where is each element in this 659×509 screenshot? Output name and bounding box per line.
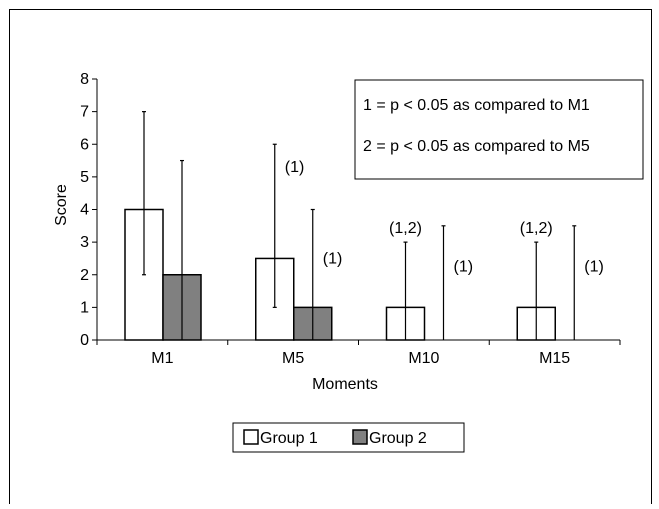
x-tick-label: M1 xyxy=(151,350,173,367)
bars xyxy=(124,208,556,341)
significance-label: (1) xyxy=(584,259,604,276)
x-tick-label: M5 xyxy=(282,350,304,367)
significance-label: (1) xyxy=(323,250,343,267)
significance-label: (1,2) xyxy=(520,220,553,237)
x-tick-label: M10 xyxy=(408,350,439,367)
significance-label: (1,2) xyxy=(389,220,422,237)
note-box-frame xyxy=(354,79,644,180)
y-tick-label: 7 xyxy=(80,104,89,121)
y-tick-label: 0 xyxy=(80,332,89,349)
y-ticks: 0 1 2 3 4 5 6 7 8 xyxy=(80,71,97,349)
legend-swatch-group-1 xyxy=(243,429,259,445)
error-bars xyxy=(142,111,577,340)
x-axis-label: Moments xyxy=(312,376,378,393)
legend: Group 1 Group 2 xyxy=(232,422,465,453)
note-box: 1 = p < 0.05 as compared to M1 2 = p < 0… xyxy=(354,79,644,180)
significance-label: (1) xyxy=(285,159,305,176)
legend-swatch-group-2 xyxy=(352,429,368,445)
note-line-2: 2 = p < 0.05 as compared to M5 xyxy=(363,138,590,155)
legend-frame xyxy=(232,422,465,453)
legend-label-group-1: Group 1 xyxy=(260,430,318,447)
x-tick-label: M15 xyxy=(539,350,570,367)
y-axis-label: Score xyxy=(53,184,70,226)
y-tick-label: 3 xyxy=(80,234,89,251)
y-tick-label: 2 xyxy=(80,267,89,284)
note-line-1: 1 = p < 0.05 as compared to M1 xyxy=(363,97,590,114)
figure-frame xyxy=(9,9,652,504)
x-ticks: M1 M5 M10 M15 xyxy=(96,340,621,367)
annotations: (1,2) (1,2) (1) (1) (1) (1) xyxy=(285,159,604,276)
y-tick-label: 5 xyxy=(80,169,89,186)
y-tick-label: 1 xyxy=(80,299,89,316)
legend-label-group-2: Group 2 xyxy=(369,430,427,447)
y-tick-label: 6 xyxy=(80,136,89,153)
y-tick-label: 8 xyxy=(80,71,89,88)
significance-label: (1) xyxy=(454,259,474,276)
y-tick-label: 4 xyxy=(80,202,89,219)
